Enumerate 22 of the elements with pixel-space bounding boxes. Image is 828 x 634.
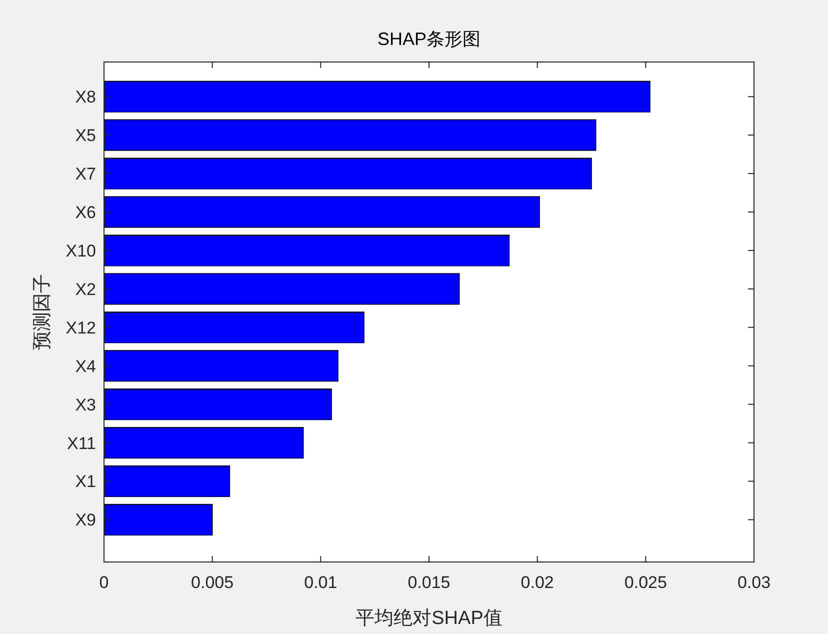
y-tick-label: X2 — [75, 280, 96, 299]
x-tick-label: 0 — [99, 573, 109, 592]
y-tick-label: X8 — [75, 88, 96, 107]
x-tick-label: 0.015 — [408, 573, 450, 592]
y-tick-label: X7 — [75, 164, 96, 184]
y-tick-label: X10 — [66, 241, 96, 260]
y-tick-label: X6 — [75, 203, 96, 222]
y-tick-label: X12 — [66, 318, 96, 338]
y-tick-label: X3 — [75, 395, 96, 414]
x-tick-label: 0.02 — [520, 573, 554, 592]
x-tick-label: 0.005 — [191, 573, 234, 592]
y-tick-label: X1 — [75, 472, 96, 492]
y-tick-label: X11 — [67, 434, 96, 453]
x-tick-label: 0.025 — [624, 573, 667, 592]
x-axis-title: 平均绝对SHAP值 — [356, 608, 502, 629]
x-tick-label: 0.03 — [737, 573, 771, 592]
y-tick-label: X9 — [75, 510, 96, 530]
x-tick-label: 0.01 — [304, 573, 338, 592]
y-tick-label: X5 — [75, 126, 96, 146]
y-axis-title: 预测因子 — [32, 274, 53, 350]
chart-title: SHAP条形图 — [377, 29, 481, 49]
y-tick-label: X4 — [75, 356, 96, 376]
